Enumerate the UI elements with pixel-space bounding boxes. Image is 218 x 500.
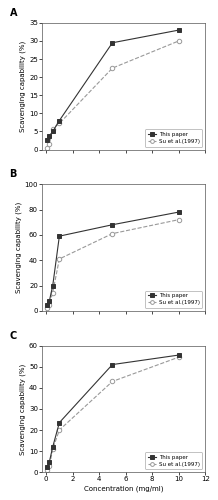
Su et al.(1997) [51,126,54,132]
This paper [177,352,180,358]
This paper [58,118,61,124]
This paper [46,302,49,308]
This paper [177,27,180,33]
This paper [51,128,54,134]
Su et al.(1997) [58,120,61,126]
Line: Su et al.(1997): Su et al.(1997) [45,355,181,472]
This paper [177,209,180,215]
This paper [111,222,114,228]
Line: Su et al.(1997): Su et al.(1997) [45,38,181,150]
This paper [111,362,114,368]
This paper [58,233,61,239]
Su et al.(1997) [48,302,51,308]
Su et al.(1997) [51,290,54,296]
Legend: This paper, Su et al.(1997): This paper, Su et al.(1997) [145,290,203,308]
Text: C: C [10,330,17,340]
Legend: This paper, Su et al.(1997): This paper, Su et al.(1997) [145,129,203,146]
This paper [46,138,49,143]
Su et al.(1997) [177,216,180,222]
Su et al.(1997) [177,38,180,44]
This paper [51,444,54,450]
Legend: This paper, Su et al.(1997): This paper, Su et al.(1997) [145,452,203,469]
Su et al.(1997) [46,306,49,312]
This paper [48,133,51,139]
Y-axis label: Scavenging capability (%): Scavenging capability (%) [20,364,26,454]
Su et al.(1997) [48,463,51,469]
Su et al.(1997) [46,144,49,150]
Su et al.(1997) [111,65,114,71]
Text: B: B [10,169,17,179]
Su et al.(1997) [48,141,51,147]
X-axis label: Concentration (mg/ml): Concentration (mg/ml) [84,485,164,492]
This paper [58,420,61,426]
This paper [48,298,51,304]
Y-axis label: Scavenging capability (%): Scavenging capability (%) [15,202,22,293]
This paper [48,458,51,464]
Line: This paper: This paper [45,353,181,469]
Text: A: A [10,8,17,18]
Su et al.(1997) [58,427,61,433]
Line: Su et al.(1997): Su et al.(1997) [45,218,181,310]
This paper [111,40,114,46]
Su et al.(1997) [177,354,180,360]
Line: This paper: This paper [45,210,181,307]
This paper [46,464,49,470]
Y-axis label: Scavenging capability (%): Scavenging capability (%) [20,40,26,132]
Su et al.(1997) [111,230,114,236]
This paper [51,282,54,288]
Su et al.(1997) [46,467,49,473]
Su et al.(1997) [111,378,114,384]
Su et al.(1997) [58,256,61,262]
Line: This paper: This paper [45,28,181,142]
Su et al.(1997) [51,446,54,452]
